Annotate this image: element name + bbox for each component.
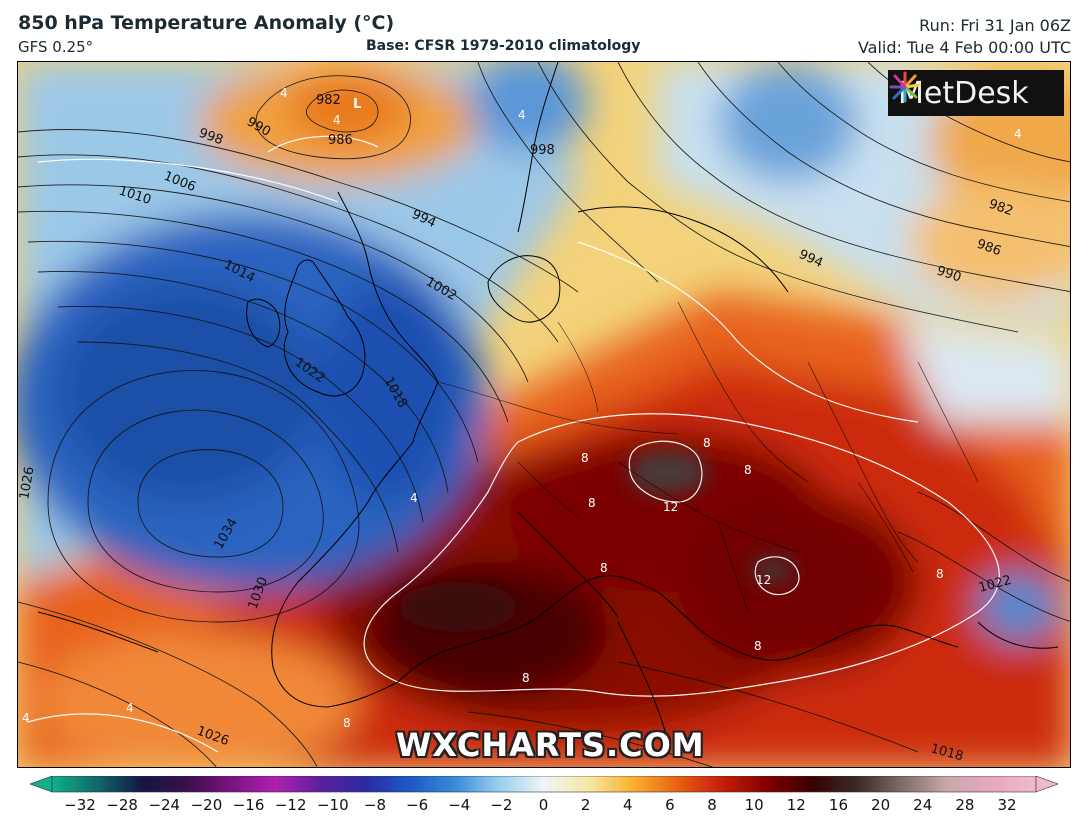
pressure-label: 1026 bbox=[18, 465, 38, 500]
colorbar-tick-label: −6 bbox=[406, 796, 429, 814]
map-canvas: 982 986 990 998 1006 1010 1014 1022 1018… bbox=[18, 62, 1070, 767]
colorbar-tick-label: 12 bbox=[786, 796, 806, 814]
anomaly-map: 982 986 990 998 1006 1010 1014 1022 1018… bbox=[17, 61, 1071, 768]
anomaly-label: 8 bbox=[744, 463, 752, 477]
colorbar-max-arrow bbox=[1035, 776, 1058, 793]
anomaly-label: 4 bbox=[1014, 127, 1022, 141]
colorbar-tick-label: 32 bbox=[997, 796, 1017, 814]
pressure-label: 998 bbox=[530, 143, 555, 158]
anomaly-label: 8 bbox=[936, 567, 944, 581]
colorbar-tick-label: −20 bbox=[190, 796, 223, 814]
watermark: WXCHARTS.COM bbox=[396, 726, 705, 764]
pressure-centers: L bbox=[353, 97, 361, 112]
anomaly-label: 4 bbox=[126, 701, 134, 715]
anomaly-label: 8 bbox=[343, 716, 351, 730]
anomaly-contours bbox=[27, 135, 1000, 753]
colorbar-tick-label: −4 bbox=[448, 796, 471, 814]
colorbar-tick-label: 10 bbox=[744, 796, 764, 814]
colorbar-tick-label: 24 bbox=[913, 796, 933, 814]
anomaly-label: 12 bbox=[756, 573, 771, 587]
climatology-base: Base: CFSR 1979-2010 climatology bbox=[366, 38, 641, 54]
colorbar-tick-label: 8 bbox=[707, 796, 717, 814]
colorbar-tick-label: 28 bbox=[955, 796, 975, 814]
colorbar-tick-label: −8 bbox=[363, 796, 387, 814]
model-label: GFS 0.25° bbox=[18, 38, 94, 56]
anomaly-label: 4 bbox=[518, 108, 526, 122]
anomaly-field bbox=[18, 62, 1070, 767]
anomaly-label: 4 bbox=[410, 491, 418, 505]
anomaly-label: 4 bbox=[280, 86, 288, 100]
chart-title: 850 hPa Temperature Anomaly (°C) bbox=[18, 12, 395, 34]
run-time: Run: Fri 31 Jan 06Z bbox=[919, 16, 1071, 35]
colorbar-tick-label: 4 bbox=[622, 796, 633, 814]
colorbar-tick-label: 6 bbox=[665, 796, 675, 814]
anomaly-label: 8 bbox=[522, 671, 530, 685]
colorbar-min-arrow bbox=[30, 776, 53, 793]
anomaly-label: 4 bbox=[333, 113, 341, 127]
valid-time: Valid: Tue 4 Feb 00:00 UTC bbox=[857, 38, 1071, 57]
pressure-label: 986 bbox=[328, 133, 353, 148]
colorbar-tick-label: −10 bbox=[316, 796, 349, 814]
colorbar bbox=[30, 776, 1058, 793]
anomaly-label: 4 bbox=[22, 711, 30, 725]
colorbar-tick-label: 0 bbox=[538, 796, 549, 814]
anomaly-label: 12 bbox=[663, 500, 678, 514]
borders bbox=[437, 301, 979, 613]
pressure-label: 982 bbox=[316, 93, 341, 108]
pressure-label: 990 bbox=[935, 264, 963, 286]
anomaly-label: 8 bbox=[754, 639, 762, 653]
coastlines bbox=[37, 62, 1059, 743]
colorbar-tick-label: 2 bbox=[580, 796, 591, 814]
colorbar-scale bbox=[51, 776, 1037, 793]
anomaly-labels: 4 4 4 4 4 8 8 8 8 8 12 12 8 8 8 8 4 4 bbox=[22, 86, 1022, 730]
anomaly-label: 8 bbox=[581, 451, 589, 465]
colorbar-tick-label: 16 bbox=[828, 796, 848, 814]
isobars bbox=[18, 62, 1070, 767]
colorbar-tick-label: −32 bbox=[64, 796, 96, 814]
anomaly-label: 8 bbox=[703, 436, 711, 450]
logo-text: MetDesk bbox=[898, 75, 1029, 111]
colorbar-ticks: −32 −28 −24 −20 −16 −12 −10 −8 −6 −4 −2 0 2 4 6 8 10 12 16… bbox=[0, 796, 1088, 820]
metdesk-logo: MetDesk bbox=[888, 70, 1064, 116]
starburst-logo-icon bbox=[889, 71, 921, 103]
low-center: L bbox=[353, 97, 361, 112]
colorbar-tick-label: −24 bbox=[148, 796, 181, 814]
colorbar-tick-label: −16 bbox=[232, 796, 265, 814]
anomaly-label: 8 bbox=[588, 496, 596, 510]
colorbar-tick-label: −28 bbox=[106, 796, 138, 814]
anomaly-label: 8 bbox=[600, 561, 608, 575]
colorbar-tick-label: −12 bbox=[274, 796, 307, 814]
colorbar-tick-label: −2 bbox=[490, 796, 513, 814]
colorbar-tick-label: 20 bbox=[871, 796, 891, 814]
